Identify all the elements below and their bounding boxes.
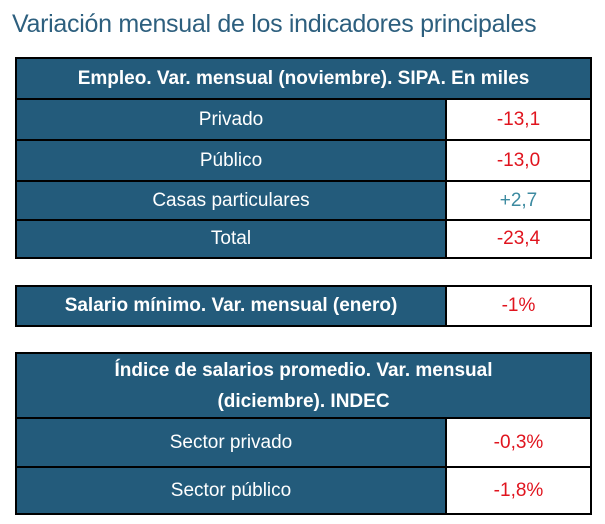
page-title: Variación mensual de los indicadores pri… [12, 10, 537, 38]
row-label: Público [15, 139, 447, 182]
row-label: Sector público [15, 466, 447, 515]
table-row: Total -23,4 [15, 219, 592, 259]
indice-salarios-table: Índice de salarios promedio. Var. mensua… [15, 352, 592, 515]
row-value: -0,3% [445, 417, 592, 468]
empleo-table: Empleo. Var. mensual (noviembre). SIPA. … [15, 57, 592, 259]
empleo-header: Empleo. Var. mensual (noviembre). SIPA. … [15, 57, 592, 100]
salario-minimo-table: Salario mínimo. Var. mensual (enero) -1% [15, 285, 592, 327]
table-row: Sector público -1,8% [15, 466, 592, 515]
row-label: Casas particulares [15, 180, 447, 221]
row-value: -13,1 [445, 98, 592, 141]
indice-header: Índice de salarios promedio. Var. mensua… [15, 352, 592, 419]
table-row: Privado -13,1 [15, 98, 592, 141]
row-value: +2,7 [445, 180, 592, 221]
salario-minimo-label: Salario mínimo. Var. mensual (enero) [15, 285, 447, 327]
table-row: Público -13,0 [15, 139, 592, 182]
table-row: Casas particulares +2,7 [15, 180, 592, 221]
row-value: -23,4 [445, 219, 592, 259]
table-row: Sector privado -0,3% [15, 417, 592, 468]
row-label: Total [15, 219, 447, 259]
row-label: Sector privado [15, 417, 447, 468]
row-value: -1,8% [445, 466, 592, 515]
salario-minimo-value: -1% [445, 285, 592, 327]
row-value: -13,0 [445, 139, 592, 182]
row-label: Privado [15, 98, 447, 141]
